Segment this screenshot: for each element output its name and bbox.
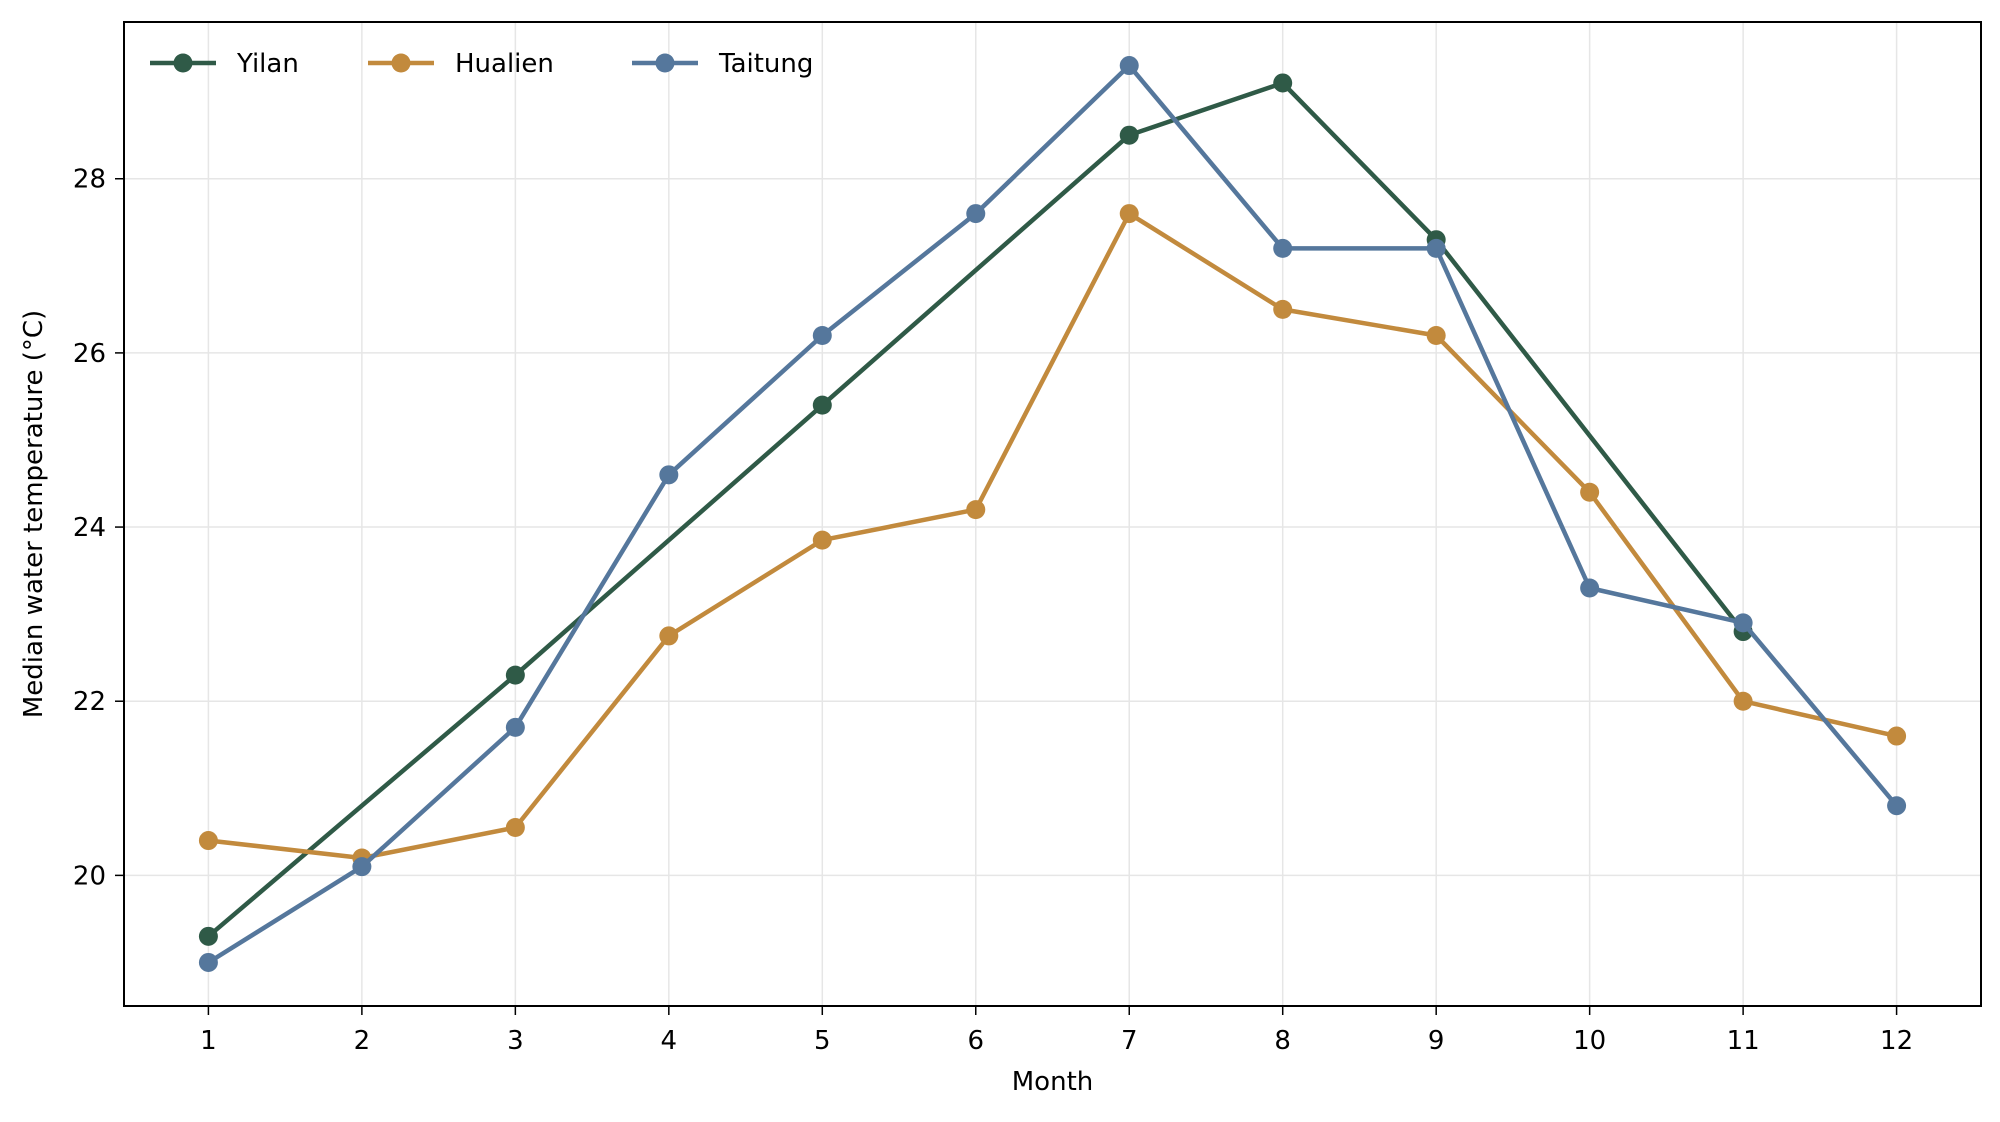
legend-label: Taitung [718, 49, 813, 79]
legend-label: Hualien [455, 49, 554, 79]
data-point-hualien [505, 817, 525, 837]
legend-swatch-marker [391, 53, 411, 73]
data-point-yilan [505, 665, 525, 685]
x-tick-label: 6 [967, 1026, 984, 1056]
data-point-taitung [1580, 578, 1600, 598]
y-tick-label: 26 [73, 339, 106, 369]
series-line-hualien [206, 211, 1899, 861]
x-tick-label: 1 [200, 1026, 217, 1056]
y-tick-label: 28 [73, 165, 106, 195]
data-point-hualien [1426, 325, 1446, 345]
data-point-yilan [198, 926, 218, 946]
data-point-hualien [659, 626, 679, 646]
data-point-hualien [1733, 691, 1753, 711]
data-point-hualien [966, 500, 986, 520]
x-axis-title: Month [1012, 1067, 1094, 1097]
data-point-taitung [198, 952, 218, 972]
data-point-taitung [1119, 56, 1139, 76]
data-point-hualien [198, 831, 218, 851]
x-tick-label: 5 [814, 1026, 831, 1056]
legend-label: Yilan [236, 49, 299, 79]
data-point-hualien [1119, 204, 1139, 224]
data-point-taitung [1426, 238, 1446, 258]
data-point-taitung [659, 465, 679, 485]
y-axis-title: Median water temperature (°C) [19, 310, 49, 718]
x-tick-label: 4 [661, 1026, 678, 1056]
legend-item-taitung: Taitung [632, 49, 813, 79]
data-point-hualien [1273, 299, 1293, 319]
y-tick-label: 24 [73, 513, 106, 543]
data-point-taitung [812, 325, 832, 345]
data-point-taitung [352, 857, 372, 877]
x-tick-label: 12 [1880, 1026, 1913, 1056]
grid-layer [124, 22, 1981, 1006]
data-point-yilan [812, 395, 832, 415]
x-tick-label: 11 [1727, 1026, 1760, 1056]
data-point-taitung [505, 717, 525, 737]
x-tick-label: 3 [507, 1026, 524, 1056]
data-point-hualien [1580, 482, 1600, 502]
x-tick-label: 2 [354, 1026, 371, 1056]
series-line-taitung [206, 63, 1899, 965]
y-tick-label: 20 [73, 861, 106, 891]
data-point-hualien [812, 530, 832, 550]
legend: Yilan Hualien Taitung [150, 49, 813, 79]
x-tick-label: 7 [1121, 1026, 1138, 1056]
series-layer [198, 56, 1907, 972]
legend-swatch-marker [173, 53, 193, 73]
data-point-taitung [1733, 613, 1753, 633]
legend-swatch-marker [655, 53, 675, 73]
legend-item-hualien: Hualien [368, 49, 554, 79]
legend-item-yilan: Yilan [150, 49, 299, 79]
data-point-hualien [1887, 726, 1907, 746]
data-point-taitung [1273, 238, 1293, 258]
data-point-taitung [966, 204, 986, 224]
y-tick-label: 22 [73, 687, 106, 717]
x-tick-label: 8 [1274, 1026, 1291, 1056]
data-point-yilan [1273, 73, 1293, 93]
x-tick-label: 9 [1428, 1026, 1445, 1056]
plot-frame [123, 21, 1982, 1007]
data-point-taitung [1887, 796, 1907, 816]
x-tick-label: 10 [1573, 1026, 1606, 1056]
data-point-yilan [1119, 125, 1139, 145]
